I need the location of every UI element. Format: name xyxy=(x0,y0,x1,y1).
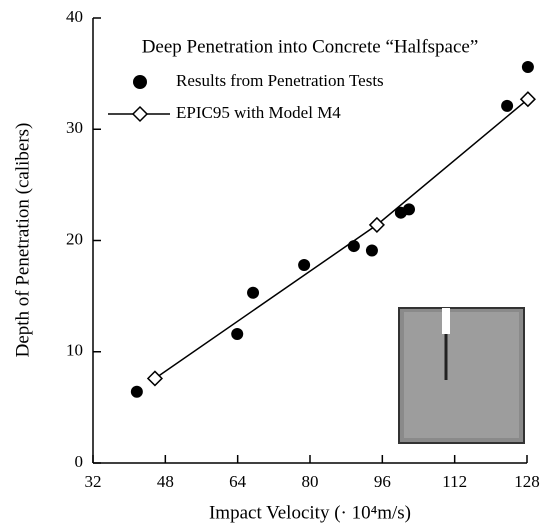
data-point xyxy=(519,91,536,108)
data-point xyxy=(231,327,244,340)
data-point xyxy=(521,60,534,73)
data-point xyxy=(298,258,311,271)
x-axis-label: Impact Velocity (· 10⁴m/s) xyxy=(209,502,411,523)
y-tick-label: 20 xyxy=(66,229,83,248)
y-tick-label: 10 xyxy=(66,341,83,360)
data-point xyxy=(365,244,378,257)
x-tick-label: 64 xyxy=(229,472,247,491)
data-point xyxy=(368,216,385,233)
data-point xyxy=(347,240,360,253)
y-tick-label: 0 xyxy=(75,452,84,471)
legend-label: EPIC95 with Model M4 xyxy=(176,103,341,122)
data-point xyxy=(403,203,416,216)
legend-marker xyxy=(131,105,149,123)
legend-label: Results from Penetration Tests xyxy=(176,71,384,90)
y-tick-label: 40 xyxy=(66,7,83,26)
x-tick-label: 112 xyxy=(442,472,467,491)
y-tick-label: 30 xyxy=(66,118,83,137)
data-point xyxy=(501,99,514,112)
x-tick-label: 80 xyxy=(302,472,319,491)
x-tick-label: 128 xyxy=(514,472,540,491)
x-tick-label: 96 xyxy=(374,472,391,491)
legend-marker xyxy=(133,75,147,89)
y-axis-label: Depth of Penetration (calibers) xyxy=(12,123,33,358)
x-tick-label: 48 xyxy=(157,472,174,491)
data-point xyxy=(146,370,163,387)
data-point xyxy=(130,385,143,398)
chart-title: Deep Penetration into Concrete “Halfspac… xyxy=(142,36,479,57)
data-point xyxy=(247,286,260,299)
x-tick-label: 32 xyxy=(85,472,102,491)
inset-image xyxy=(398,307,525,444)
